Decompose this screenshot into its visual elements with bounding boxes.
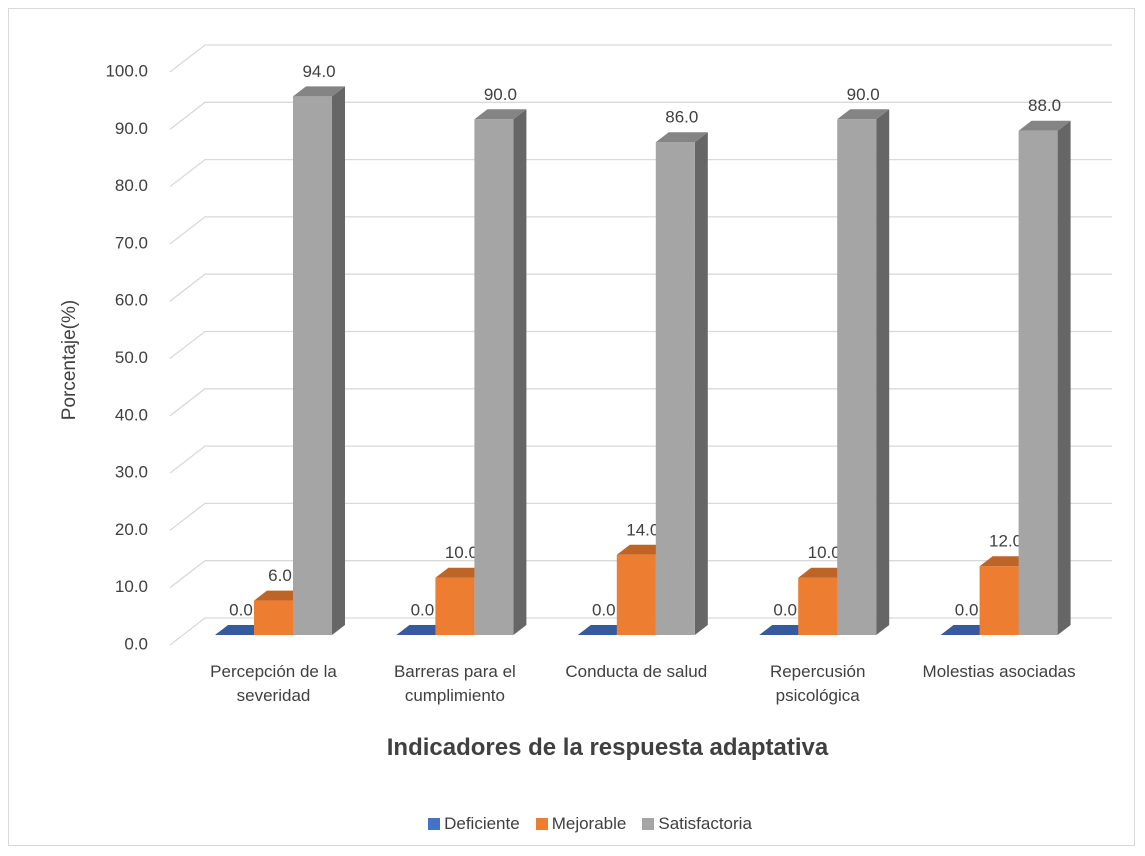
bar <box>293 86 345 635</box>
y-tick-label: 40.0 <box>115 405 148 424</box>
bar-top <box>474 109 527 120</box>
data-label: 90.0 <box>484 85 517 104</box>
y-tick-label: 100.0 <box>105 61 148 80</box>
legend-label: Deficiente <box>444 814 520 833</box>
bar-front <box>474 119 514 636</box>
data-label: 0.0 <box>955 600 979 619</box>
grid-line <box>169 101 1112 130</box>
y-tick-label: 0.0 <box>124 634 148 653</box>
bar-front <box>979 566 1019 635</box>
grid-line <box>169 44 1112 73</box>
data-label: 86.0 <box>665 108 698 127</box>
x-tick-label: Repercusión psicológica <box>769 662 866 705</box>
bar <box>1018 120 1071 635</box>
data-label: 12.0 <box>989 532 1022 551</box>
data-label: 0.0 <box>773 600 797 619</box>
x-tick-label: Barreras para el cumplimiento <box>393 662 516 705</box>
bar-side <box>694 132 708 635</box>
bar-side <box>332 86 345 635</box>
data-label: 6.0 <box>268 566 292 585</box>
bar-front <box>616 554 656 635</box>
y-tick-label: 60.0 <box>115 291 148 310</box>
legend-swatch <box>428 818 441 830</box>
y-tick-label: 20.0 <box>115 520 148 539</box>
y-tick-label: 30.0 <box>115 463 148 482</box>
legend-item: Mejorable <box>535 814 627 834</box>
chart-frame <box>8 8 1135 846</box>
y-axis-title: Porcentaje(%) <box>59 300 80 420</box>
bar-front <box>435 577 475 635</box>
data-label: 10.0 <box>445 543 478 562</box>
bar-front <box>655 142 695 635</box>
legend-item: Satisfactoria <box>642 814 752 834</box>
data-label: 0.0 <box>229 600 253 619</box>
bar-front <box>837 119 877 636</box>
data-label: 88.0 <box>1028 96 1061 115</box>
x-tick-label: Molestias asociadas <box>922 662 1076 681</box>
data-label: 0.0 <box>592 600 616 619</box>
grid-line <box>169 560 1112 589</box>
bar-front <box>254 600 293 635</box>
data-label: 10.0 <box>808 543 841 562</box>
bar-top <box>655 132 708 143</box>
bar-top <box>1018 120 1071 131</box>
bar-front <box>1018 130 1058 635</box>
data-label: 14.0 <box>626 520 659 539</box>
grid-line <box>169 330 1112 360</box>
y-tick-label: 90.0 <box>115 119 148 138</box>
legend-item: Deficiente <box>428 814 520 834</box>
grid-line <box>169 273 1112 302</box>
bar-front <box>293 96 332 635</box>
legend-label: Satisfactoria <box>658 814 752 833</box>
grid-line <box>169 216 1112 245</box>
y-tick-label: 10.0 <box>115 577 148 596</box>
bar-side <box>513 109 527 636</box>
bar-side <box>1057 120 1071 635</box>
bar-top <box>837 109 890 120</box>
data-label: 94.0 <box>302 62 335 81</box>
y-tick-label: 50.0 <box>115 348 148 367</box>
bar <box>837 109 890 636</box>
y-tick-label: 80.0 <box>115 176 148 195</box>
grid-line <box>169 445 1112 474</box>
data-label: 90.0 <box>847 85 880 104</box>
bar-front <box>798 577 838 635</box>
legend-swatch <box>642 818 655 830</box>
bar <box>474 109 527 636</box>
data-label: 0.0 <box>411 600 435 619</box>
legend: Deficiente Mejorable Satisfactoria <box>0 814 1145 834</box>
x-tick-label: Conducta de salud <box>565 662 708 681</box>
grid-line <box>169 388 1112 417</box>
legend-swatch <box>535 818 548 830</box>
y-tick-label: 70.0 <box>115 233 148 252</box>
bar-side <box>876 109 890 636</box>
grid-line <box>169 502 1112 531</box>
legend-label: Mejorable <box>551 814 627 833</box>
x-axis-title: Indicadores de la respuesta adaptativa <box>386 734 829 761</box>
bar-top <box>293 86 345 97</box>
x-tick-label: Percepción de la severidad <box>210 662 337 705</box>
bar <box>655 132 708 635</box>
grid-line <box>169 158 1112 188</box>
